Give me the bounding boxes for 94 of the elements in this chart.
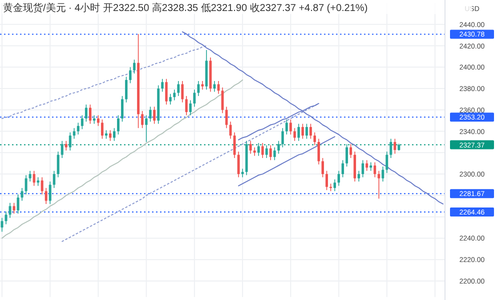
candlestick bbox=[309, 123, 312, 140]
candlestick bbox=[181, 80, 184, 103]
candlestick bbox=[173, 89, 176, 101]
candlestick bbox=[113, 128, 116, 142]
candlestick bbox=[60, 140, 64, 158]
candlestick bbox=[100, 119, 104, 140]
candlestick bbox=[16, 194, 20, 214]
candlestick bbox=[32, 170, 36, 186]
line-series bbox=[182, 31, 444, 204]
candlestick bbox=[313, 132, 316, 146]
candlestick bbox=[109, 130, 112, 142]
candlestick bbox=[121, 96, 124, 122]
line-series bbox=[238, 102, 320, 140]
candlestick bbox=[237, 151, 240, 178]
candlestick bbox=[36, 176, 40, 186]
candlestick bbox=[297, 123, 300, 142]
candlestick bbox=[261, 142, 264, 158]
candlestick bbox=[374, 162, 376, 178]
line-series bbox=[238, 136, 336, 186]
candlestick bbox=[378, 170, 380, 200]
candlestick bbox=[52, 170, 56, 188]
candlestick bbox=[129, 66, 132, 84]
candlestick bbox=[84, 104, 88, 122]
candlestick bbox=[185, 96, 188, 116]
candlestick bbox=[141, 110, 144, 128]
candlestick bbox=[44, 188, 48, 204]
candlestick bbox=[24, 174, 28, 195]
candlestick bbox=[193, 89, 196, 108]
candlestick bbox=[269, 144, 272, 161]
candlestick bbox=[265, 144, 268, 158]
candlestick bbox=[169, 93, 172, 105]
candlestick bbox=[289, 119, 292, 135]
candlestick bbox=[96, 114, 100, 126]
candlestick bbox=[133, 59, 136, 74]
candlestick bbox=[358, 170, 360, 182]
candlestick bbox=[28, 170, 32, 182]
candlestick bbox=[334, 179, 336, 192]
candlestick bbox=[165, 78, 168, 105]
candlestick bbox=[305, 123, 308, 140]
candlestick bbox=[217, 80, 220, 94]
candlestick bbox=[390, 138, 392, 158]
candlestick bbox=[350, 144, 352, 158]
candlestick bbox=[68, 132, 72, 151]
candlestick bbox=[40, 176, 44, 195]
line-series bbox=[2, 45, 207, 119]
candlestick bbox=[76, 122, 80, 135]
candlestick bbox=[20, 188, 24, 202]
candlestick bbox=[48, 181, 52, 204]
candlestick bbox=[149, 106, 152, 122]
candlestick bbox=[145, 114, 148, 142]
candlestick bbox=[317, 138, 320, 165]
candlestick bbox=[229, 121, 232, 140]
candlestick bbox=[257, 142, 260, 156]
candlestick bbox=[4, 211, 8, 225]
candlestick bbox=[325, 170, 328, 190]
candlestick bbox=[277, 140, 280, 154]
candlestick bbox=[161, 78, 164, 92]
candlestick bbox=[293, 128, 296, 142]
candlestick bbox=[366, 160, 368, 172]
chart-title: 黄金现货/美元 · 4小时 开2322.50 高2328.35 低2321.90 收2327.37 +4.87 (+0.21%) bbox=[3, 2, 368, 14]
line-series bbox=[2, 79, 244, 239]
candlestick bbox=[249, 140, 252, 154]
candlestick bbox=[12, 202, 16, 214]
candlestick bbox=[382, 166, 384, 182]
candlestick bbox=[125, 76, 128, 103]
candlestick bbox=[72, 128, 76, 140]
candlestick bbox=[88, 104, 92, 124]
candlestick bbox=[301, 123, 304, 140]
candlestick bbox=[338, 170, 340, 186]
candlestick bbox=[201, 80, 204, 90]
candlestick bbox=[346, 144, 348, 167]
candlestick bbox=[241, 168, 244, 178]
candlestick bbox=[285, 119, 288, 135]
candlestick bbox=[177, 80, 180, 96]
candlestick bbox=[117, 114, 120, 135]
candlestick bbox=[253, 146, 256, 156]
candlestick bbox=[281, 128, 284, 148]
candlestick bbox=[197, 80, 200, 96]
candlestick bbox=[386, 151, 388, 174]
candlestick bbox=[64, 140, 68, 151]
candlestick bbox=[362, 160, 364, 178]
candlestick bbox=[342, 160, 344, 178]
candlestick bbox=[321, 158, 324, 178]
candlestick bbox=[233, 132, 236, 158]
candlestick bbox=[153, 106, 156, 124]
candlestick bbox=[225, 106, 228, 128]
candlestick bbox=[213, 80, 216, 92]
candlestick bbox=[273, 146, 276, 161]
candlestick bbox=[56, 151, 60, 178]
candlestick bbox=[354, 151, 356, 182]
candlestick bbox=[80, 114, 84, 130]
candlestick bbox=[394, 138, 396, 154]
candlestick bbox=[8, 202, 12, 218]
candlestick bbox=[189, 100, 192, 116]
